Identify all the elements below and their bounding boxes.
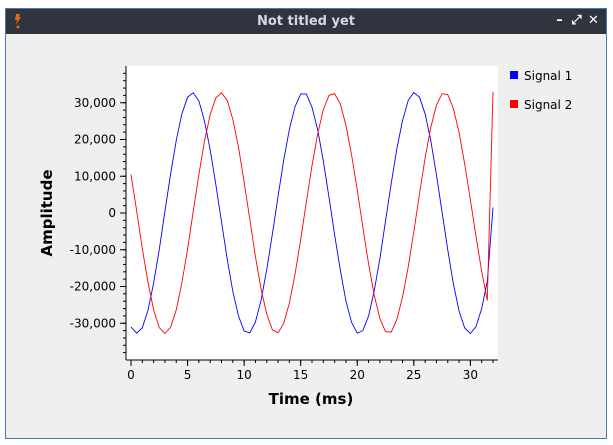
minimize-button[interactable]: – [556,13,563,28]
y-tick-label: -30,000 [70,316,116,330]
x-axis-label: Time (ms) [269,390,354,408]
y-axis-label: Amplitude [38,169,56,256]
legend-item-signal-2[interactable]: Signal 2 [510,98,572,112]
x-tick-label: 15 [293,368,308,382]
x-tick-label: 30 [463,368,478,382]
y-tick-label: 20,000 [74,133,116,147]
x-axis: 0 5 10 15 20 25 30 [126,359,498,382]
window-title: Not titled yet [256,14,356,29]
series-line-2 [130,91,494,335]
title-bar[interactable]: Not titled yet – ⤢ ✕ [6,9,606,34]
x-tick-label: 10 [236,368,251,382]
window-controls: – ⤢ ✕ [553,12,600,30]
x-tick-label: 20 [350,368,365,382]
y-axis: 30,000 20,000 10,000 0 -10,000 -20,000 -30,000 [70,66,127,360]
legend-item-signal-1[interactable]: Signal 1 [510,69,572,83]
y-tick-label: 10,000 [74,169,116,183]
y-tick-label: 0 [108,206,116,220]
app-icon[interactable] [12,13,24,29]
series-layer [130,91,494,335]
app-window: Not titled yet – ⤢ ✕ 30,000 20,000 10,000 0… [5,8,607,439]
legend-label-signal-2: Signal 2 [524,98,572,112]
legend: Signal 1 Signal 2 [510,69,572,112]
y-tick-label: -10,000 [70,243,116,257]
chart: 30,000 20,000 10,000 0 -10,000 -20,000 -30,000… [38,66,572,408]
y-tick-label: -20,000 [70,280,116,294]
y-tick-label: 30,000 [74,96,116,110]
legend-swatch-signal-1 [510,71,518,79]
restore-button[interactable]: ⤢ [571,13,582,28]
close-button[interactable]: ✕ [588,13,599,28]
x-tick-label: 5 [184,368,192,382]
series-line-1 [130,91,494,335]
x-tick-label: 0 [127,368,135,382]
legend-label-signal-1: Signal 1 [524,69,572,83]
plot-area-container: 30,000 20,000 10,000 0 -10,000 -20,000 -30,000… [6,34,606,438]
plot-background [126,66,498,360]
legend-swatch-signal-2 [510,100,518,108]
x-tick-label: 25 [406,368,421,382]
